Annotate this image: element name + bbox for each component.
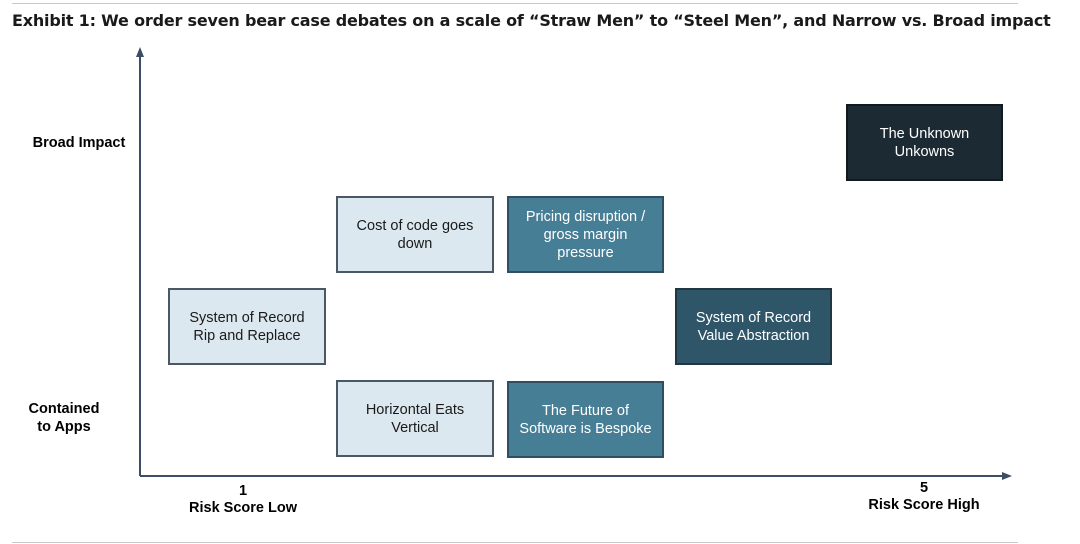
x-axis-low-tick: 1	[238, 483, 248, 499]
y-axis-top-label: Broad Impact	[32, 135, 126, 151]
exhibit-title: Exhibit 1: We order seven bear case deba…	[12, 11, 1051, 30]
debate-box-cost-of-code: Cost of code goes down	[336, 196, 494, 273]
x-axis-arrow	[1002, 472, 1012, 480]
x-axis-low-label: Risk Score Low	[189, 500, 297, 516]
x-axis-high-label: Risk Score High	[868, 497, 980, 513]
y-axis-bottom-label: Contained to Apps	[28, 401, 100, 435]
debate-box-unknown-unknowns: The Unknown Unkowns	[846, 104, 1003, 181]
debate-box-sor-value-abstraction: System of Record Value Abstraction	[675, 288, 832, 365]
y-axis-arrow	[136, 47, 144, 57]
debate-box-sor-rip-replace: System of Record Rip and Replace	[168, 288, 326, 365]
debate-box-horizontal-vertical: Horizontal Eats Vertical	[336, 380, 494, 457]
x-axis-high-tick: 5	[919, 480, 929, 496]
bottom-rule	[12, 542, 1018, 543]
debate-box-bespoke-software: The Future of Software is Bespoke	[507, 381, 664, 458]
top-rule	[12, 3, 1018, 4]
debate-box-pricing-disruption: Pricing disruption / gross margin pressu…	[507, 196, 664, 273]
